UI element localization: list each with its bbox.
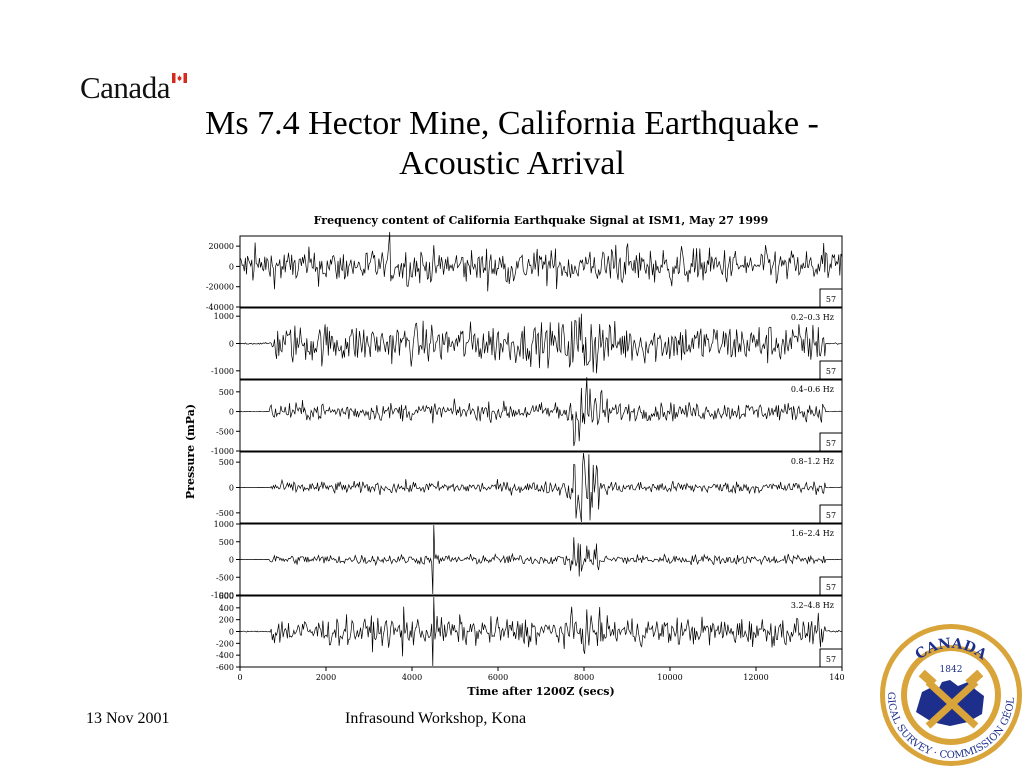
y-tick-label: -20000 xyxy=(206,283,234,292)
y-tick-label: 0 xyxy=(229,556,234,565)
y-tick-label: 1000 xyxy=(214,520,234,529)
slide-title: Ms 7.4 Hector Mine, California Earthquak… xyxy=(80,104,944,184)
panel-tag-box xyxy=(819,432,843,452)
panel-5: 1000 500 0 -500 -1000 1.6–2.4 Hz 57 xyxy=(211,520,843,600)
y-tick-label: 20000 xyxy=(209,242,234,251)
y-tick-label: 400 xyxy=(219,604,234,613)
x-tick-label: 10000 xyxy=(657,673,682,682)
waveform-trace xyxy=(239,524,843,595)
y-tick-label: -400 xyxy=(216,651,234,660)
waveform-trace xyxy=(239,377,842,447)
panel-3: 500 0 -500 -1000 0.4–0.6 Hz 57 xyxy=(211,377,843,456)
panel-6: 600 400 200 0 -200 -400 -600 3.2–4.8 Hz 57 xyxy=(216,592,843,672)
x-tick-label: 2000 xyxy=(316,673,336,682)
x-axis-label: Time after 1200Z (secs) xyxy=(467,685,614,698)
y-tick-label: -600 xyxy=(216,663,234,672)
panel-4: 500 0 -500 0.8–1.2 Hz 57 xyxy=(216,451,843,524)
seismic-bandpass-chart: Frequency content of California Earthqua… xyxy=(184,214,844,698)
x-tick-label: 14000 xyxy=(829,673,844,682)
panel-tag-box xyxy=(819,504,843,524)
slide-title-line-1: Ms 7.4 Hector Mine, California Earthquak… xyxy=(205,105,819,142)
y-tick-label: 500 xyxy=(219,458,234,467)
panel-tag: 57 xyxy=(826,583,836,592)
y-tick-label: 600 xyxy=(219,592,234,601)
band-label: 0.4–0.6 Hz xyxy=(791,385,834,394)
y-tick-label: 0 xyxy=(229,340,234,349)
panel-frame xyxy=(239,235,843,308)
canada-wordmark-logo: Canada xyxy=(80,66,195,106)
geological-survey-seal-logo: 1842 CANADA GEOLOGICAL SURVEY · COMMISSI… xyxy=(878,622,1022,766)
footer-event: Infrasound Workshop, Kona xyxy=(345,710,527,727)
y-tick-label: 1000 xyxy=(214,312,234,321)
panel-tag: 57 xyxy=(826,439,836,448)
x-tick-label: 12000 xyxy=(743,673,768,682)
x-tick-label: 8000 xyxy=(574,673,594,682)
y-tick-label: 0 xyxy=(229,628,234,637)
x-tick-label: 6000 xyxy=(488,673,508,682)
y-tick-label: 0 xyxy=(229,262,234,271)
y-tick-label: 200 xyxy=(219,616,234,625)
band-label: 3.2–4.8 Hz xyxy=(791,601,834,610)
y-tick-label: 500 xyxy=(219,388,234,397)
panel-tag: 57 xyxy=(826,511,836,520)
canada-flag-icon xyxy=(172,73,187,83)
waveform-trace xyxy=(240,596,843,667)
panel-tag-box xyxy=(819,288,843,308)
panel-tag-box xyxy=(819,576,843,596)
y-tick-label: -1000 xyxy=(211,367,234,376)
y-tick-label: -500 xyxy=(216,573,234,582)
panel-tag: 57 xyxy=(826,655,836,664)
band-label: 1.6–2.4 Hz xyxy=(791,529,834,538)
waveform-trace xyxy=(239,231,843,292)
band-label: 0.8–1.2 Hz xyxy=(791,457,834,466)
band-label: 0.2–0.3 Hz xyxy=(791,313,834,322)
panel-frame xyxy=(239,523,843,596)
panel-1: 20000 0 -20000 -40000 57 xyxy=(206,231,843,312)
waveform-trace xyxy=(239,313,843,374)
y-tick-label: 0 xyxy=(229,484,234,493)
y-tick-label: -1000 xyxy=(211,591,234,600)
panel-tag: 57 xyxy=(826,367,836,376)
x-tick-label: 0 xyxy=(237,673,242,682)
footer-date: 13 Nov 2001 xyxy=(86,710,170,727)
y-tick-label: -200 xyxy=(216,639,234,648)
y-tick-label: -40000 xyxy=(206,303,234,312)
panel-2: 1000 0 -1000 0.2–0.3 Hz 57 xyxy=(211,307,843,380)
panel-tag-box xyxy=(819,648,843,668)
y-tick-label: 0 xyxy=(229,408,234,417)
y-tick-label: 500 xyxy=(219,538,234,547)
y-tick-label: -500 xyxy=(216,427,234,436)
slide-title-line-2: Acoustic Arrival xyxy=(399,145,625,182)
panel-tag-box xyxy=(819,360,843,380)
panel-tag: 57 xyxy=(826,295,836,304)
waveform-trace xyxy=(240,452,843,523)
seal-year: 1842 xyxy=(940,665,963,675)
chart-title: Frequency content of California Earthqua… xyxy=(314,214,769,227)
y-tick-label: -1000 xyxy=(211,447,234,456)
y-tick-label: -500 xyxy=(216,509,234,518)
panel-frame xyxy=(239,379,843,452)
canada-wordmark: Canada xyxy=(80,70,170,105)
y-axis-label: Pressure (mPa) xyxy=(184,404,197,499)
x-tick-label: 4000 xyxy=(402,673,422,682)
